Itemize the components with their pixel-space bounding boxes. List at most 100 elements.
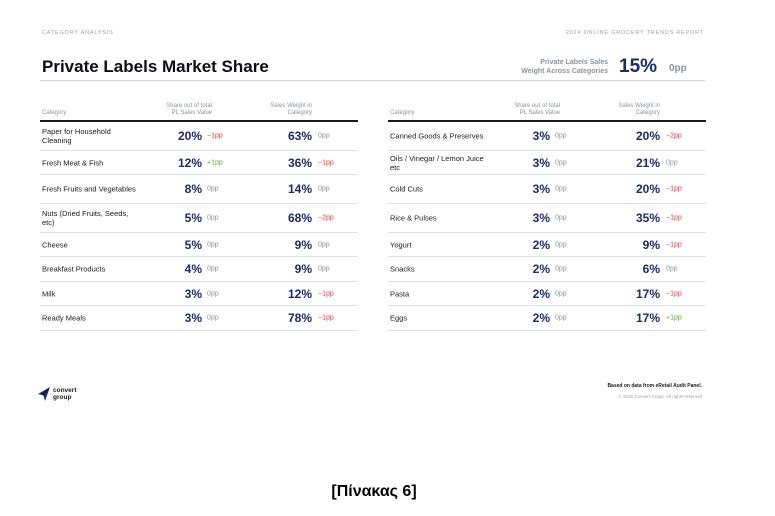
share-value: 12% xyxy=(177,155,202,170)
header-weight: Sales Weight in Category xyxy=(600,103,660,117)
table-body: Canned Goods & Preserves 3% 0pp 20% −2pp Oils… xyxy=(388,122,706,331)
share-delta: 0pp xyxy=(555,214,567,222)
table-row: Cold Cuts 3% 0pp 20% −1pp xyxy=(388,175,706,204)
category-name: Rice & Pulses xyxy=(390,213,437,223)
share-value: 3% xyxy=(532,129,550,143)
table-row: Oils / Vinegar / Lemon Juice etc 3% 0pp 21%… xyxy=(388,151,706,175)
weight-delta: −2pp xyxy=(318,214,334,222)
share-value: 8% xyxy=(184,182,202,196)
share-delta: 0pp xyxy=(555,265,567,273)
table-row: Fresh Fruits and Vegetables 8% 0pp 14% 0pp xyxy=(40,175,358,204)
header-weight-line1: Sales Weight in xyxy=(618,103,660,109)
weight-value: 35% xyxy=(635,211,660,225)
category-name: Snacks xyxy=(390,264,415,274)
arrow-logo-icon xyxy=(38,387,50,401)
share-delta: 0pp xyxy=(555,314,567,322)
category-name: Fresh Meat & Fish xyxy=(42,158,104,167)
section-kicker: CATEGORY ANALYSIS xyxy=(42,30,114,36)
share-value: 3% xyxy=(532,182,550,196)
header-share: Share out of total PL Sales Value xyxy=(496,103,560,117)
copyright-note: © 2025 Convert Group. All rights reserve… xyxy=(618,394,702,399)
kpi-label-line2: Weight Across Categories xyxy=(521,68,608,75)
share-value: 20% xyxy=(177,129,202,143)
weight-delta: 0pp xyxy=(318,132,330,140)
header-share: Share out of total PL Sales Value xyxy=(148,103,212,117)
share-delta: +1pp xyxy=(207,159,223,166)
weight-delta: −1pp xyxy=(318,314,334,322)
report-kicker: 2024 ONLINE GROCERY TRENDS REPORT xyxy=(565,30,704,36)
weight-delta: −1pp xyxy=(318,159,334,166)
kpi-delta: 0pp xyxy=(669,63,687,74)
category-name: Paper for Household Cleaning xyxy=(42,127,111,145)
logo-line1: convert xyxy=(53,387,77,394)
table-row: Snacks 2% 0pp 6% 0pp xyxy=(388,257,706,282)
share-value: 2% xyxy=(532,286,550,301)
share-delta: 0pp xyxy=(555,159,567,166)
weight-value: 21% xyxy=(635,155,660,170)
weight-delta: −1pp xyxy=(666,214,682,222)
weight-delta: 0pp xyxy=(318,241,330,248)
page-title: Private Labels Market Share xyxy=(42,57,269,76)
share-value: 2% xyxy=(532,262,550,276)
table-row: Cheese 5% 0pp 9% 0pp xyxy=(40,233,358,257)
table-row: Fresh Meat & Fish 12% +1pp 36% −1pp xyxy=(40,151,358,175)
table-row: Breakfast Products 4% 0pp 9% 0pp xyxy=(40,257,358,282)
weight-value: 20% xyxy=(635,129,660,143)
table-row: Canned Goods & Preserves 3% 0pp 20% −2pp xyxy=(388,122,706,151)
weight-delta: 0pp xyxy=(318,265,330,273)
table-row: Ready Meals 3% 0pp 78% −1pp xyxy=(40,306,358,331)
header-category: Category xyxy=(42,110,67,116)
header-weight-line2: Category xyxy=(635,110,660,116)
logo-line2: group xyxy=(53,394,72,401)
category-name: Cheese xyxy=(42,240,68,249)
kpi-label-line1: Private Labels Sales xyxy=(540,59,608,66)
share-delta: 0pp xyxy=(207,265,219,273)
weight-value: 14% xyxy=(287,182,312,196)
weight-delta: −1pp xyxy=(666,185,682,193)
share-delta: 0pp xyxy=(207,185,219,193)
weight-delta: 0pp xyxy=(666,265,678,273)
logo-text: convert group xyxy=(53,387,76,401)
category-name: Fresh Fruits and Vegetables xyxy=(42,184,136,194)
kpi-label: Private Labels Sales Weight Across Categ… xyxy=(498,58,608,76)
table-body: Paper for Household Cleaning 20% −1pp 63% 0p… xyxy=(40,122,358,331)
header-weight-line1: Sales Weight in xyxy=(270,103,312,109)
table-caption: [Πίνακας 6] xyxy=(331,483,417,500)
category-name: Breakfast Products xyxy=(42,264,106,274)
category-name: Pasta xyxy=(390,289,410,298)
share-value: 3% xyxy=(184,311,202,325)
weight-value: 12% xyxy=(287,286,312,301)
share-value: 2% xyxy=(532,237,550,252)
weight-value: 6% xyxy=(642,262,660,276)
weight-value: 9% xyxy=(294,262,312,276)
category-name: Yogurt xyxy=(390,240,412,249)
table-row: Pasta 2% 0pp 17% −1pp xyxy=(388,282,706,306)
share-delta: 0pp xyxy=(207,214,219,222)
weight-value: 17% xyxy=(635,311,660,325)
share-delta: 0pp xyxy=(555,132,567,140)
category-name: Eggs xyxy=(390,313,408,323)
table-row: Yogurt 2% 0pp 9% −1pp xyxy=(388,233,706,257)
category-name: Nuts (Dried Fruits, Seeds, etc) xyxy=(42,209,129,227)
share-delta: −1pp xyxy=(207,132,223,140)
convert-group-logo: convert group xyxy=(37,386,97,404)
weight-value: 78% xyxy=(287,311,312,325)
source-note: Based on data from eRetail Audit Panel. xyxy=(607,383,702,389)
weight-delta: +1pp xyxy=(666,314,682,322)
weight-value: 68% xyxy=(287,211,312,225)
weight-delta: −1pp xyxy=(666,290,682,297)
table-row: Nuts (Dried Fruits, Seeds, etc) 5% 0pp 68% −… xyxy=(40,204,358,233)
table-header: Category Share out of total PL Sales Val… xyxy=(40,100,358,122)
category-name: Canned Goods & Preserves xyxy=(390,131,484,141)
share-delta: 0pp xyxy=(207,290,219,297)
header-category: Category xyxy=(390,110,415,116)
weight-value: 36% xyxy=(287,155,312,170)
weight-value: 9% xyxy=(294,237,312,252)
share-value: 3% xyxy=(532,211,550,225)
category-name: Oils / Vinegar / Lemon Juice etc xyxy=(390,153,484,172)
weight-delta: −1pp xyxy=(318,290,334,297)
weight-value: 63% xyxy=(287,129,312,143)
header-weight: Sales Weight in Category xyxy=(252,103,312,117)
left-table: Category Share out of total PL Sales Val… xyxy=(40,100,358,331)
category-name: Cold Cuts xyxy=(390,184,423,194)
